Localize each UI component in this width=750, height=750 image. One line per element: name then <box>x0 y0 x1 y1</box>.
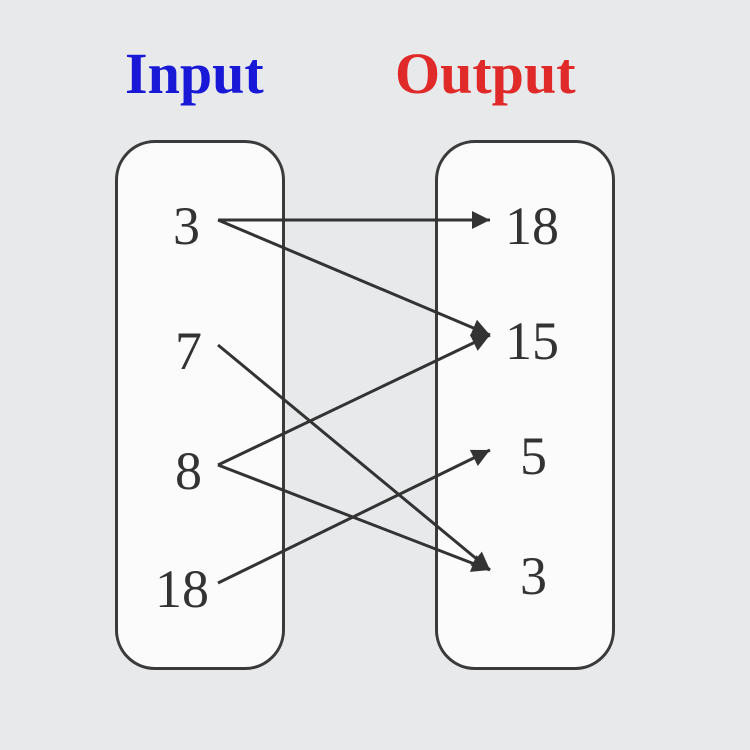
output-value-3: 3 <box>520 545 547 607</box>
arrows-layer <box>0 0 750 750</box>
output-value-0: 18 <box>505 195 559 257</box>
input-header: Input <box>125 40 264 107</box>
output-value-2: 5 <box>520 425 547 487</box>
output-value-1: 15 <box>505 310 559 372</box>
output-header: Output <box>395 40 576 107</box>
input-value-1: 7 <box>175 320 202 382</box>
input-value-0: 3 <box>173 195 200 257</box>
mapping-diagram: { "headers": { "input": { "text": "Input… <box>0 0 750 750</box>
input-value-3: 18 <box>155 558 209 620</box>
input-value-2: 8 <box>175 440 202 502</box>
